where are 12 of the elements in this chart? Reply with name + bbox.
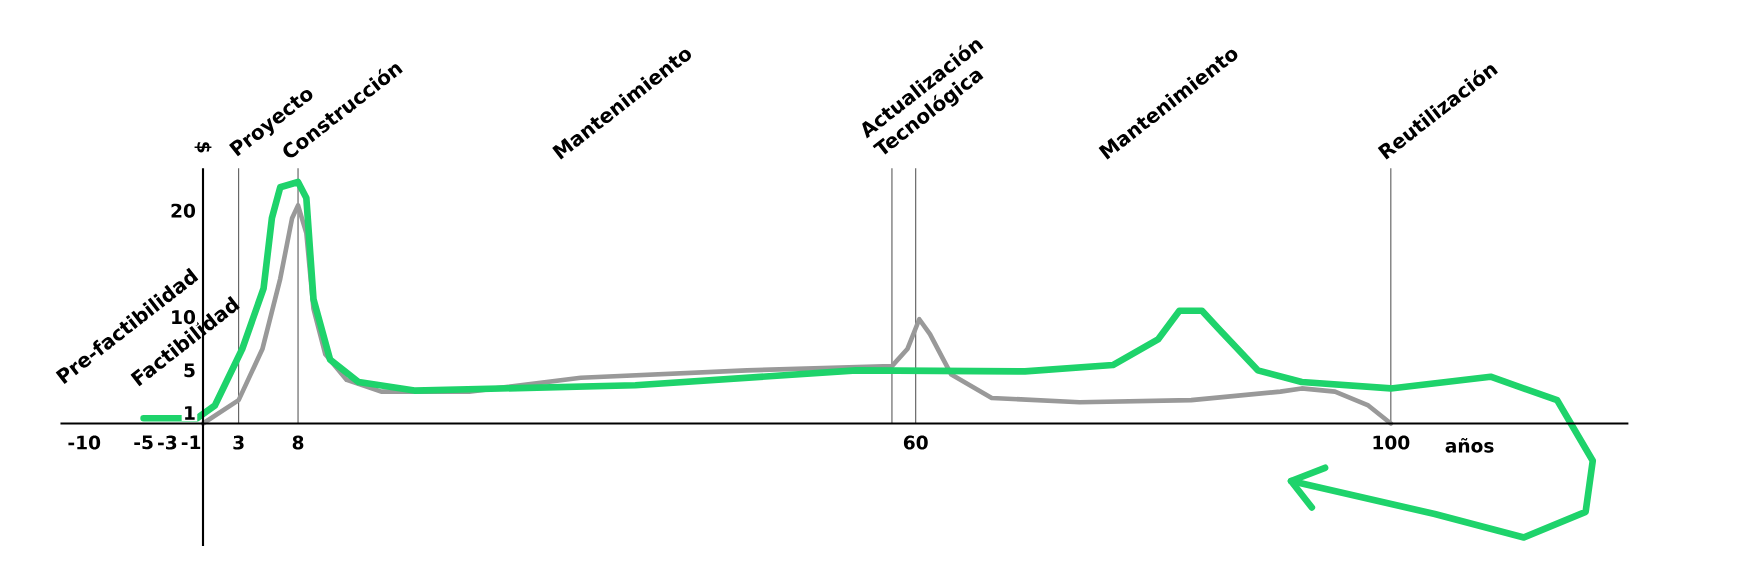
x-tick-label: 3 [233,435,244,450]
x-tick-label: 100 [1373,435,1410,450]
x-tick-label: -1 [181,435,201,450]
y-axis-title: $ [194,142,212,153]
x-axis-title: años [1445,437,1494,453]
x-tick-label: 8 [292,435,304,450]
x-tick-label: -10 [68,435,101,450]
x-tick-label: -5 [134,435,153,450]
y-tick-label: 20 [171,203,196,218]
x-tick-label: -3 [158,435,177,450]
y-tick-label: 1 [185,406,195,420]
x-tick-label: 60 [903,435,928,450]
